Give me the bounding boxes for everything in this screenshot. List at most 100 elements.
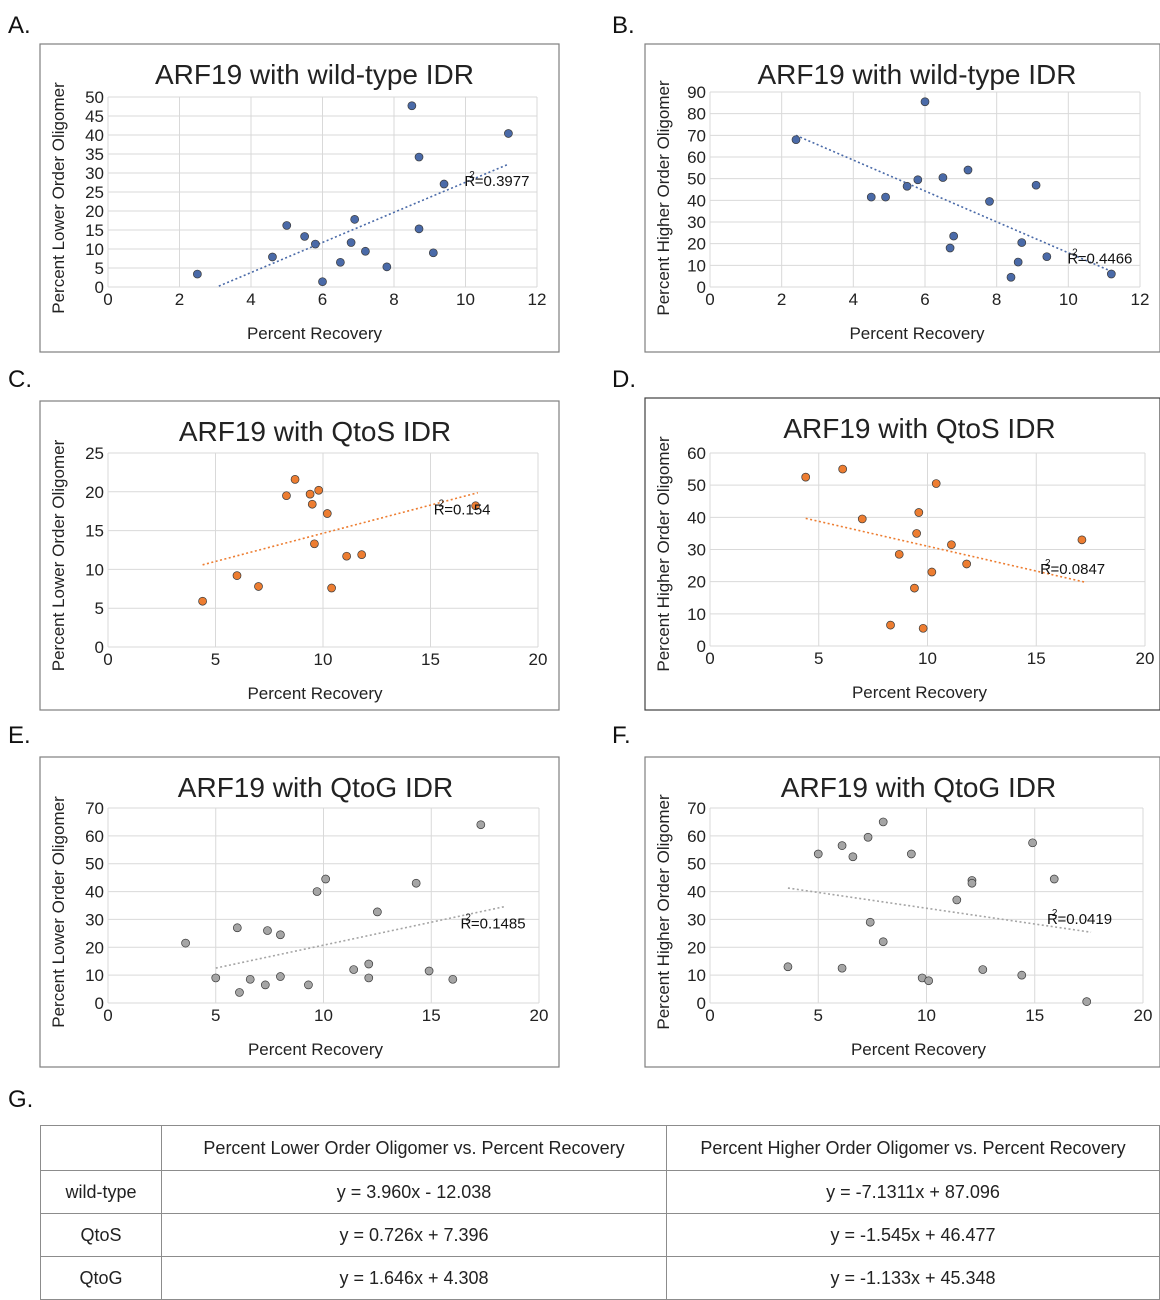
y-tick-label: 20 [85,938,104,957]
panel-label-d: D. [612,366,636,393]
y-tick-label: 70 [85,799,104,818]
data-point [938,173,948,182]
data-point [848,852,858,862]
data-point [878,937,888,947]
y-tick-label: 20 [687,573,706,592]
y-tick-label: 10 [85,240,104,259]
y-tick-label: 40 [687,508,706,527]
y-axis-label: Percent Lower Order Oligomer [49,796,68,1028]
x-tick-label: 20 [1134,1006,1153,1025]
y-tick-label: 5 [95,599,104,618]
y-tick-label: 50 [85,855,104,874]
data-point [1031,180,1041,190]
x-tick-label: 5 [211,650,220,669]
y-tick-label: 30 [687,541,706,560]
data-point [321,874,331,884]
data-point [245,974,255,984]
data-point [428,248,438,258]
y-tick-label: 5 [95,259,104,278]
panel-label-e: E. [8,722,31,749]
r-squared-label: R2=0.3977 [464,170,529,190]
chart-title: ARF19 with QtoS IDR [783,413,1055,444]
chart-frame [39,43,560,353]
y-tick-label: 60 [687,827,706,846]
x-tick-label: 0 [103,650,112,669]
x-tick-label: 0 [705,649,714,668]
chart-c: 0 5 10 15 20 0 5 10 15 20 25 ARF19 with QtoS IDR Per… [39,400,560,711]
data-point [813,849,823,859]
data-point [878,817,888,827]
y-tick-label: 0 [697,637,706,656]
x-tick-label: 5 [814,1006,823,1025]
y-tick-label: 10 [687,605,706,624]
y-tick-label: 20 [85,202,104,221]
data-point [1049,874,1059,884]
y-tick-label: 70 [687,126,706,145]
table-header-cell: Percent Lower Order Oligomer vs. Percent… [161,1125,667,1171]
panel-label-a: A. [8,12,31,39]
x-tick-label: 10 [1059,290,1078,309]
y-tick-label: 20 [687,938,706,957]
data-point [471,501,480,511]
y-tick-label: 30 [687,910,706,929]
data-point [310,539,319,549]
data-point [866,192,876,202]
y-tick-label: 50 [687,855,706,874]
x-axis-label: Percent Recovery [247,324,383,343]
x-tick-label: 8 [992,290,1001,309]
data-point [290,475,300,484]
data-point [918,623,928,633]
data-point [912,529,921,538]
table-cell: wild-type [40,1170,162,1214]
data-point [1013,257,1023,267]
x-tick-label: 20 [530,1006,549,1025]
data-point [1006,272,1016,282]
data-point [448,974,458,984]
data-point [910,583,919,593]
y-axis-label: Percent Lower Order Oligomer [49,439,68,671]
x-tick-label: 10 [314,650,333,669]
chart-b: 0 2 4 6 8 10 12 0 10 20 30 40 50 60 70 80 90 ARF19 with w… [644,43,1160,353]
data-point [411,878,421,888]
y-tick-label: 15 [85,221,104,240]
r-squared-label: R2=0.154 [434,499,491,519]
data-point [322,509,332,518]
data-point [783,962,793,972]
table-cell: y = -1.133x + 45.348 [666,1256,1160,1300]
x-tick-label: 10 [917,1006,936,1025]
data-point [300,232,309,241]
x-axis-label: Percent Recovery [849,324,985,343]
data-point [952,895,962,905]
data-point [276,930,285,940]
data-point [978,965,988,974]
data-point [863,832,873,842]
table-cell: y = -1.545x + 46.477 [666,1213,1160,1257]
y-tick-label: 40 [687,883,706,902]
data-point [865,917,875,927]
x-axis-label: Percent Recovery [247,684,383,703]
panel-label-b: B. [612,12,635,39]
data-point [304,980,313,990]
y-tick-label: 0 [95,638,104,657]
data-point [504,129,513,138]
data-point [1042,252,1052,262]
trendline [218,163,509,287]
data-point [342,551,351,561]
table-header-cell [40,1125,162,1171]
y-axis-label: Percent Higher Order Oligomer [654,436,673,672]
x-tick-label: 20 [1136,649,1155,668]
y-tick-label: 40 [85,126,104,145]
data-point [198,596,207,606]
chart-frame [644,43,1160,353]
data-point [311,239,320,249]
data-point [350,215,360,224]
data-point [439,179,449,189]
table-row: QtoS y = 0.726x + 7.396 y = -1.545x + 46… [40,1213,1160,1257]
data-point [1077,535,1087,545]
x-axis-label: Percent Recovery [248,1040,384,1059]
y-tick-label: 30 [85,164,104,183]
data-point [1017,238,1027,247]
data-point [364,973,374,983]
equation-table: Percent Lower Order Oligomer vs. Percent… [40,1125,1160,1300]
